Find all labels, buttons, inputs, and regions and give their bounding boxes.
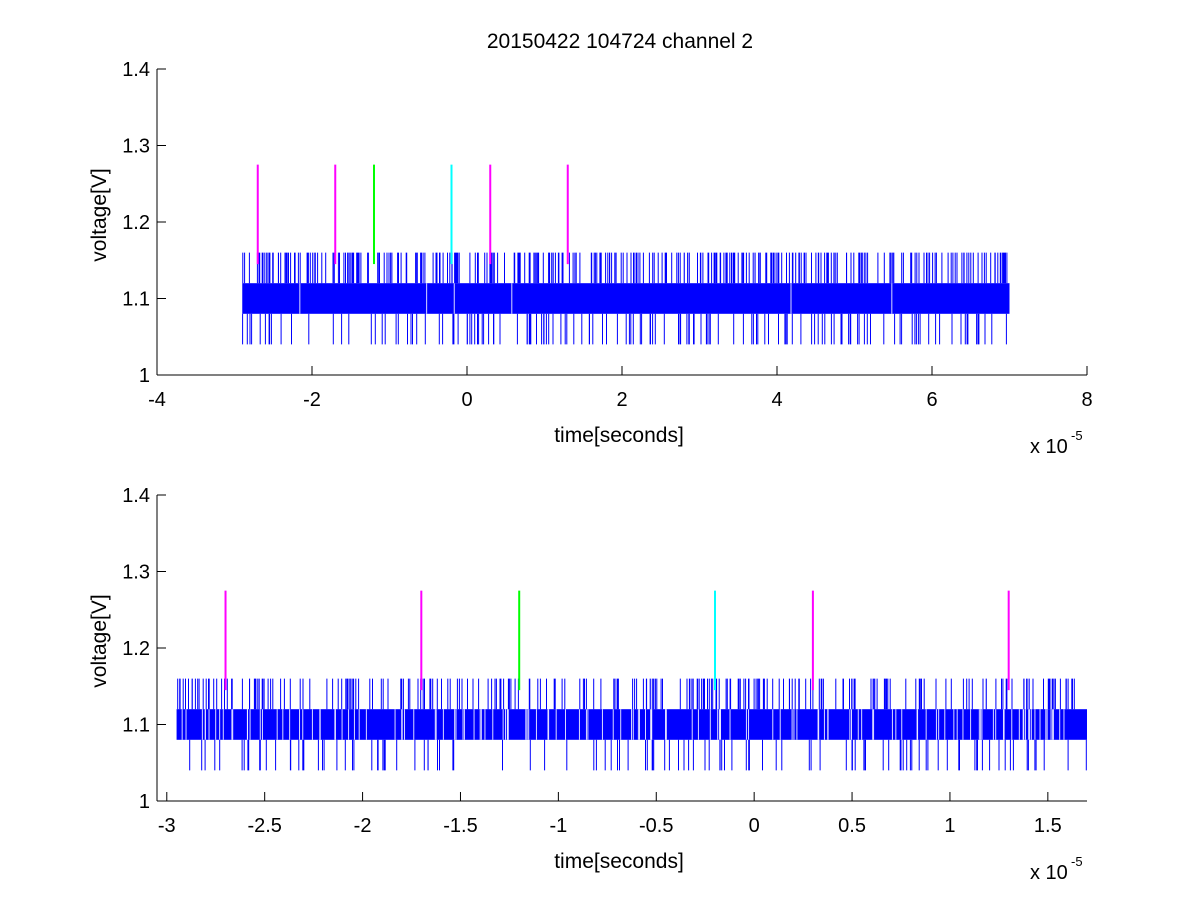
top-series-0 [242,252,1010,345]
bottom-upward-spikes [177,678,1075,710]
bottom-y-tick-label: 1.1 [122,715,150,737]
bottom-downward-spikes [189,739,1087,771]
top-x-tick-label: 4 [771,389,782,411]
bottom-x-tick-label: -3 [158,815,176,837]
top-y-tick-label: 1.2 [122,212,150,234]
bottom-y-tick-label: 1.2 [122,638,150,660]
bottom-x-scale-factor: x 10 [1030,862,1068,884]
top-y-tick-label: 1.3 [122,136,150,158]
bottom-x-tick-label: -2.5 [247,815,281,837]
bottom-x-tick-label: -2 [354,815,372,837]
bottom-x-tick-label: -1 [549,815,567,837]
top-y-tick-label: 1.1 [122,289,150,311]
top-downward-spikes [242,313,1007,345]
top-x-tick-label: -2 [303,389,321,411]
bottom-y-axis-label: voltage[V] [88,594,111,687]
top-y-tick-label: 1.4 [122,59,150,81]
bottom-series-0 [176,678,1087,771]
bottom-x-tick-label: -0.5 [639,815,673,837]
top-x-scale-factor: x 10 [1030,436,1068,458]
chart-title: 20150422 104724 channel 2 [487,30,753,53]
bottom-x-tick-label: -1.5 [443,815,477,837]
bottom-x-tick-label: 1 [944,815,955,837]
bottom-y-tick-label: 1 [139,791,150,813]
top-x-tick-label: 8 [1081,389,1092,411]
top-plot: -4 -2 0 2 4 6 8 1 1.1 1.2 1.3 1.4 time[seconds] volta… [88,59,1093,458]
top-y-axis-label: voltage[V] [88,168,111,261]
bottom-x-axis-label: time[seconds] [554,850,684,873]
top-y-tick-label: 1 [139,365,150,387]
bottom-x-scale-exponent: -5 [1071,854,1083,869]
top-x-tick-label: -4 [148,389,166,411]
top-signal-band [242,283,1010,314]
bottom-x-tick-label: 0 [749,815,760,837]
top-x-tick-label: 6 [926,389,937,411]
bottom-plot: -3 -2.5 -2 -1.5 -1 -0.5 0 0.5 1 1.5 1 1.1 1.2 1.3 1.4 t… [88,485,1087,884]
bottom-y-tick-label: 1.3 [122,562,150,584]
bottom-x-tick-label: 1.5 [1034,815,1062,837]
top-x-scale-exponent: -5 [1071,428,1083,443]
bottom-y-tick-label: 1.4 [122,485,150,507]
top-x-axis-label: time[seconds] [554,424,684,447]
top-x-tick-label: 2 [616,389,627,411]
bottom-x-tick-label: 0.5 [838,815,866,837]
top-x-tick-label: 0 [461,389,472,411]
top-upward-spikes [242,252,1008,284]
